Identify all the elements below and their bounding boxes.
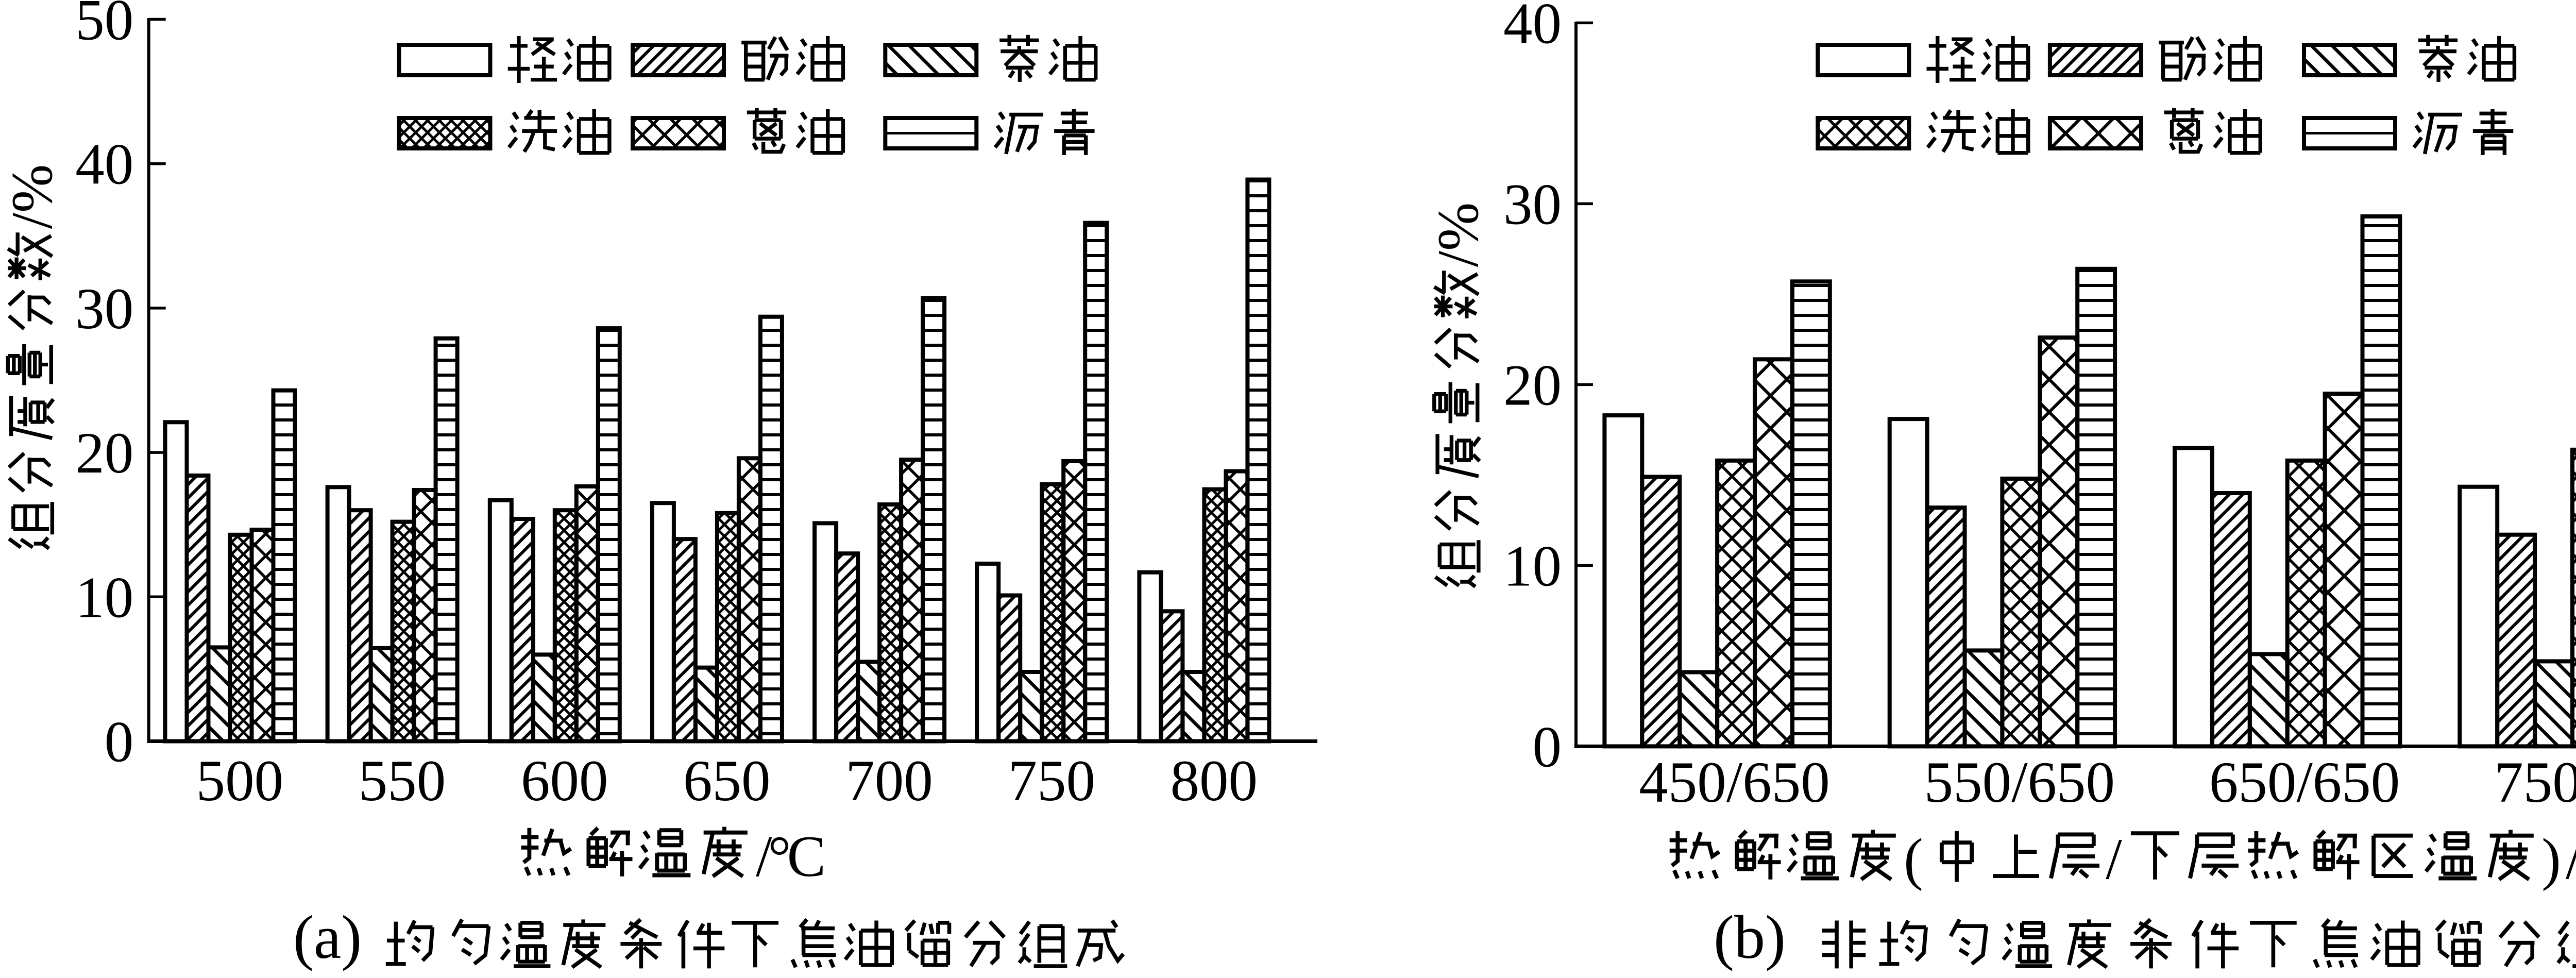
svg-text:20: 20 xyxy=(1503,353,1562,417)
svg-text:550: 550 xyxy=(359,749,446,813)
svg-text:(a): (a) xyxy=(293,903,362,971)
svg-text:500: 500 xyxy=(196,749,284,813)
svg-text:/%: /% xyxy=(1426,203,1490,267)
svg-text:0: 0 xyxy=(105,710,134,774)
svg-text:700: 700 xyxy=(845,749,933,813)
svg-text:650: 650 xyxy=(683,749,771,813)
svg-text:(b): (b) xyxy=(1714,903,1786,971)
svg-text:(: ( xyxy=(1904,827,1923,891)
svg-text:450/650: 450/650 xyxy=(1639,750,1829,815)
svg-text:10: 10 xyxy=(75,565,133,630)
svg-text:600: 600 xyxy=(521,749,608,813)
svg-text:/°C: /°C xyxy=(2566,827,2576,891)
svg-text:30: 30 xyxy=(1503,172,1562,237)
svg-text:40: 40 xyxy=(75,132,133,197)
svg-text:550/650: 550/650 xyxy=(1924,750,2115,815)
svg-text:40: 40 xyxy=(1503,0,1562,56)
svg-text:0: 0 xyxy=(1533,715,1562,779)
svg-text:30: 30 xyxy=(75,277,133,341)
svg-text:/°C: /°C xyxy=(756,824,823,889)
svg-text:/: / xyxy=(2106,827,2122,891)
svg-text:750/650: 750/650 xyxy=(2494,750,2576,815)
svg-text:20: 20 xyxy=(75,421,133,485)
svg-text:750: 750 xyxy=(1008,749,1095,813)
svg-text:50: 50 xyxy=(75,0,133,53)
svg-text:): ) xyxy=(2541,827,2561,891)
svg-text:/%: /% xyxy=(0,164,64,229)
svg-text:800: 800 xyxy=(1171,749,1258,813)
svg-text:10: 10 xyxy=(1503,534,1562,598)
svg-text:650/650: 650/650 xyxy=(2209,750,2400,815)
